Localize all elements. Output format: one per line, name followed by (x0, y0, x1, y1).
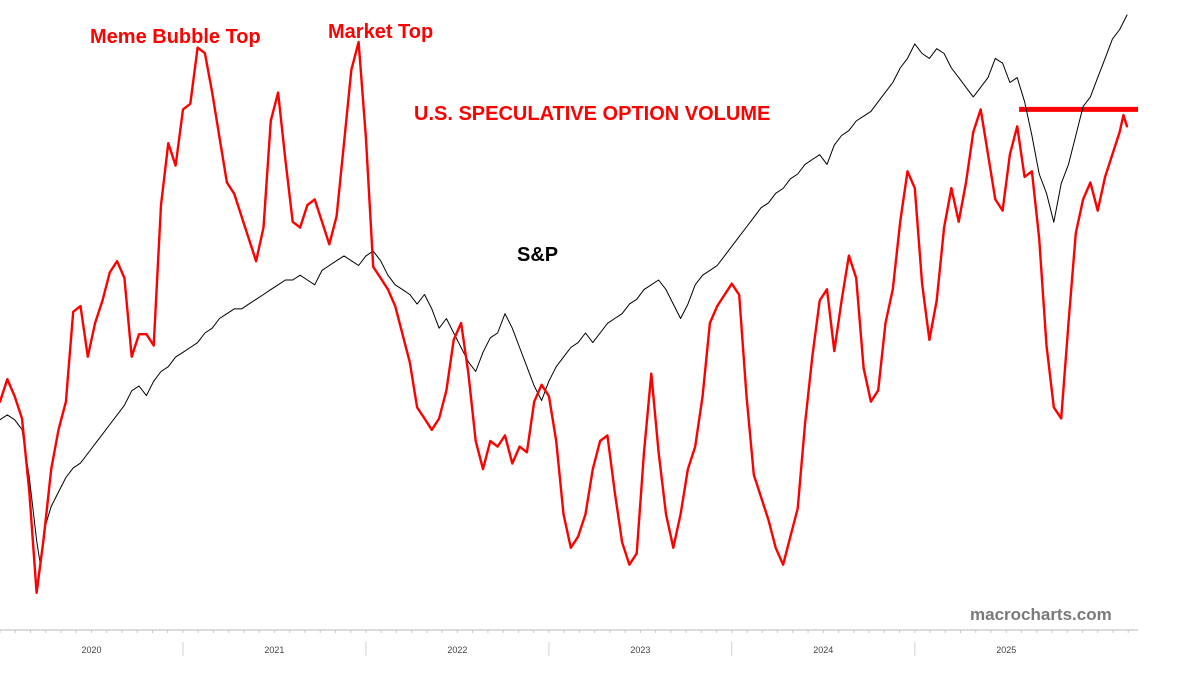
x-tick-label-2024: 2024 (813, 645, 833, 655)
annotation-market-top: Market Top (328, 21, 433, 43)
chart-title: U.S. SPECULATIVE OPTION VOLUME (414, 103, 770, 125)
x-tick-label-2020: 2020 (81, 645, 101, 655)
x-tick-label-2023: 2023 (630, 645, 650, 655)
watermark: macrocharts.com (970, 605, 1112, 624)
annotation-sp-label: S&P (517, 244, 558, 266)
option-volume-line (0, 40, 1129, 594)
x-tick-label-2025: 2025 (996, 645, 1016, 655)
annotation-meme-bubble-top: Meme Bubble Top (90, 26, 261, 48)
time-axis: 2020 2021 2022 2023 2024 2025 (0, 629, 1138, 656)
sp-price-line (0, 14, 1128, 565)
series-layer (0, 14, 1138, 594)
x-tick-label-2021: 2021 (264, 645, 284, 655)
annotation-layer: Meme Bubble Top Market Top U.S. SPECULAT… (90, 21, 1112, 624)
x-tick-label-2022: 2022 (447, 645, 467, 655)
